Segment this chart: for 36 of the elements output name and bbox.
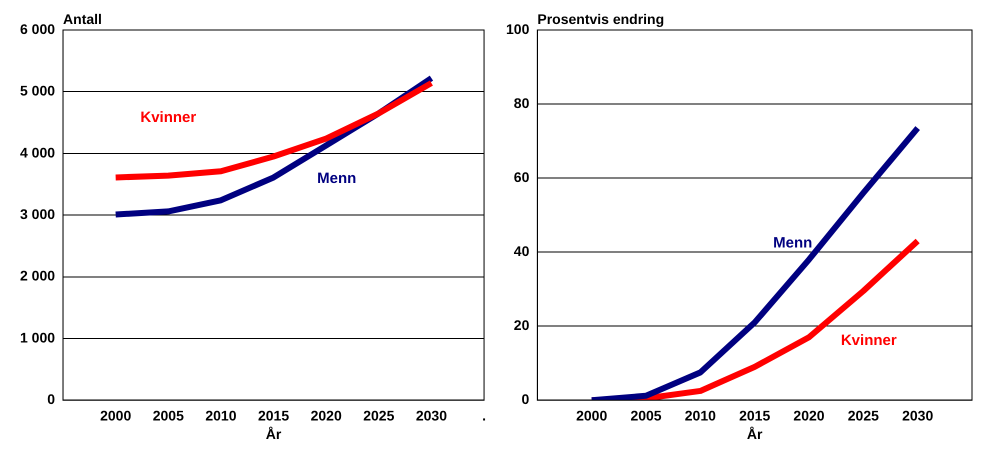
y-tick-label: 20 — [514, 317, 530, 334]
y-tick-label: 3 000 — [20, 206, 56, 222]
x-tick-label: 2025 — [848, 407, 880, 424]
x-tick-label: 2005 — [152, 407, 184, 424]
x-tick-label: 2020 — [310, 407, 342, 424]
text: Kvinner — [140, 108, 196, 126]
x-tick-label: 2030 — [416, 407, 448, 424]
x-tick-label: 2030 — [902, 407, 934, 424]
y-tick-label: 2 000 — [20, 268, 56, 284]
y-tick-label: 60 — [514, 168, 530, 185]
x-tick-label: 2015 — [739, 407, 770, 424]
y-tick-label: 4 000 — [20, 144, 56, 160]
x-axis-title: År — [266, 426, 282, 442]
x-tick-label: 2000 — [100, 407, 132, 424]
y-tick-label: 5 000 — [20, 82, 56, 99]
x-tick-label: 2000 — [576, 407, 608, 424]
y-axis-title: Prosentvis endring — [537, 10, 664, 27]
y-tick-label: 40 — [514, 242, 530, 259]
x-tick-label: 2025 — [363, 407, 395, 424]
x-tick-label: . — [482, 407, 486, 424]
y-tick-label: 1 000 — [20, 329, 56, 346]
y-tick-label: 0 — [522, 391, 530, 408]
y-tick-label: 80 — [514, 94, 530, 111]
y-axis-title: Antall — [63, 10, 102, 27]
x-tick-label: 2010 — [684, 407, 716, 424]
y-tick-label: 0 — [47, 391, 56, 408]
y-tick-label: 100 — [506, 20, 530, 37]
x-tick-label: 2015 — [258, 407, 290, 424]
x-tick-label: 2010 — [205, 407, 237, 424]
x-tick-label: 2005 — [630, 407, 662, 424]
series-label: Kvinner — [840, 332, 897, 350]
series-label: Menn — [773, 234, 812, 252]
series-label: Menn — [317, 170, 356, 188]
x-tick-label: 2020 — [793, 407, 825, 424]
y-tick-label: 6 000 — [20, 20, 56, 37]
x-axis-title: År — [746, 426, 764, 442]
